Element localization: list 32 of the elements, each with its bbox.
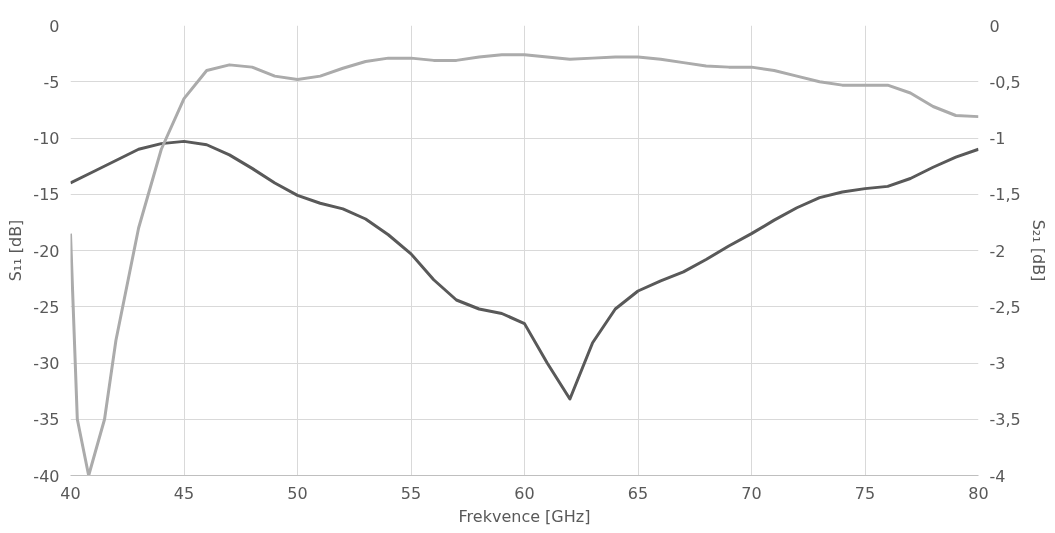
y2-tick-label: -2 [989, 241, 1006, 261]
y2-tick-label: -3 [989, 354, 1006, 373]
x-tick-label: 45 [173, 483, 195, 503]
y-tick-label: -30 [33, 354, 60, 373]
line-series [70, 53, 979, 476]
y-tick-label: -20 [33, 241, 60, 261]
x-tick-label: 75 [854, 483, 876, 503]
y-tick-label: 0 [49, 16, 60, 36]
y-tick-label: -35 [33, 410, 60, 430]
x-tick-label: 80 [968, 483, 989, 503]
y-tick-label: -15 [33, 185, 60, 205]
x-tick-label: 65 [627, 483, 649, 503]
x-tick-label: 40 [60, 483, 81, 503]
y-tick-label: -10 [33, 129, 60, 148]
line-series [70, 139, 979, 401]
y2-tick-label: 0 [989, 16, 1000, 36]
y2-tick-label: -4 [989, 466, 1006, 486]
y2-tick-label: -1 [989, 129, 1006, 148]
y2-tick-label: -0,5 [989, 72, 1021, 92]
x-tick-label: 50 [287, 483, 308, 503]
x-tick-label: 60 [514, 483, 535, 503]
x-tick-label: 70 [741, 483, 762, 503]
y-tick-label: -40 [33, 466, 60, 486]
y2-tick-label: -3,5 [989, 410, 1021, 430]
y2-tick-label: -1,5 [989, 185, 1021, 205]
y-axis-title: S₁₁ [dB] [6, 219, 26, 282]
y2-tick-label: -2,5 [989, 297, 1021, 317]
y2-axis-title: S₂₁ [dB] [1028, 219, 1048, 282]
x-axis-title: Frekvence [GHz] [458, 506, 591, 526]
x-tick-label: 55 [400, 483, 422, 503]
y-tick-label: -5 [43, 72, 60, 92]
y-tick-label: -25 [33, 297, 60, 317]
